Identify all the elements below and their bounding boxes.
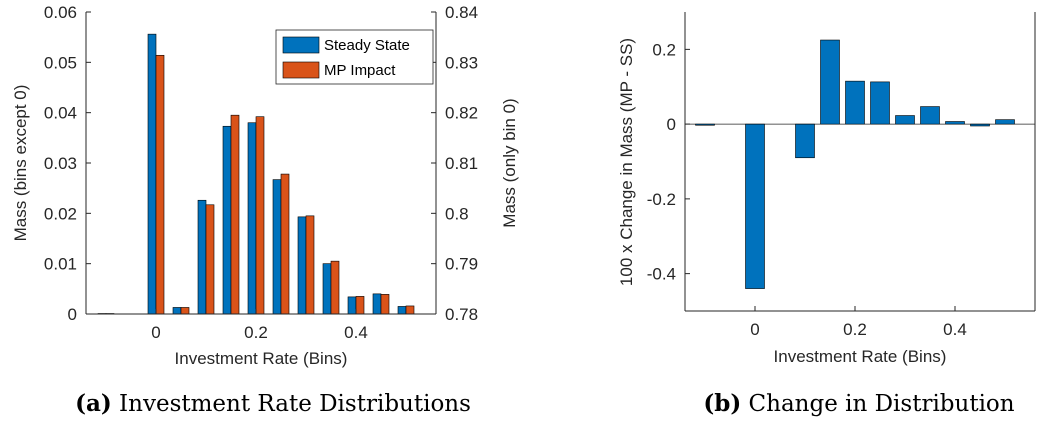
legend-swatch: [282, 61, 320, 79]
bar-change: [695, 123, 715, 126]
bar-mp-impact: [355, 296, 365, 315]
bar-steady-state: [272, 179, 282, 315]
caption-b-label: (b): [703, 390, 741, 417]
y-right-tick-label: 0.8: [445, 204, 469, 223]
y-axis-right-label: Mass (only bin 0): [500, 98, 519, 227]
bar-change: [820, 39, 840, 125]
bar-steady-state: [172, 307, 182, 315]
y-left-tick-label: 0.04: [44, 104, 77, 123]
bar-mp-impact: [280, 173, 290, 315]
x-tick-label: 0: [750, 320, 759, 339]
bar-change: [945, 121, 965, 125]
y-left-tick-label: 0.06: [44, 3, 77, 22]
bar-change: [795, 123, 815, 159]
bar-steady-state: [372, 293, 382, 315]
bar-mp-impact: [230, 114, 240, 315]
legend-label: MP Impact: [324, 62, 396, 79]
x-axis-label: Investment Rate (Bins): [175, 349, 348, 368]
bar-mp-impact: [255, 116, 265, 315]
legend-label: Steady State: [324, 37, 410, 54]
y-left-tick-label: 0: [68, 305, 77, 324]
chart-investment-rate-distributions: 0 0.2 0.4 0 0.01 0.02 0.03 0.04 0.05 0.06 0.78 0.79…: [11, 3, 519, 417]
bar-steady-state: [322, 263, 332, 315]
bar-change: [845, 80, 865, 125]
y-tick-label: 0.2: [652, 40, 676, 59]
bar-steady-state: [247, 122, 257, 315]
x-tick-label: 0.4: [344, 323, 368, 342]
bar-change: [895, 115, 915, 125]
legend: Steady State MP Impact: [275, 29, 434, 85]
caption-a: (a) Investment Rate Distributions: [75, 390, 471, 417]
bar-mp-impact: [405, 305, 415, 315]
bar-steady-state: [397, 306, 407, 315]
x-tick-label: 0.2: [244, 323, 268, 342]
bar-change: [995, 119, 1015, 125]
y-right-tick-label: 0.81: [445, 154, 478, 173]
y-axis-label: 100 x Change in Mass (MP - SS): [617, 38, 636, 286]
bar-steady-state: [347, 296, 357, 315]
bar-mp-impact: [205, 204, 215, 315]
bar-mp-impact: [305, 215, 315, 315]
bar-mp-impact: [180, 307, 190, 315]
bar-steady-state: [222, 125, 232, 315]
y-right-tick-label: 0.84: [445, 3, 478, 22]
x-tick-label: 0: [151, 323, 160, 342]
y-right-tick-label: 0.79: [445, 255, 478, 274]
legend-swatch: [282, 36, 320, 54]
x-axis-label: Investment Rate (Bins): [774, 347, 947, 366]
bar-change: [870, 81, 890, 125]
y-tick-label: -0.4: [647, 265, 676, 284]
y-right-tick-label: 0.83: [445, 53, 478, 72]
y-left-tick-label: 0.03: [44, 154, 77, 173]
bar-change: [745, 123, 765, 289]
caption-b-text: Change in Distribution: [741, 391, 1015, 417]
y-left-tick-label: 0.02: [44, 204, 77, 223]
bar-mp-impact: [380, 294, 390, 315]
y-left-tick-label: 0.01: [44, 255, 77, 274]
bar-steady-state: [147, 33, 157, 315]
y-tick-label: -0.2: [647, 190, 676, 209]
y-right-tick-label: 0.82: [445, 104, 478, 123]
y-left-tick-label: 0.05: [44, 53, 77, 72]
bar-steady-state: [297, 216, 307, 315]
y-tick-label: 0: [667, 115, 676, 134]
x-tick-label: 0.4: [943, 320, 967, 339]
chart-change-in-distribution: 0 0.2 0.4 -0.4 -0.2 0 0.2 Investment Rate (Bins…: [617, 12, 1036, 417]
y-axis-left-label: Mass (bins except 0): [11, 85, 30, 242]
bar-change: [920, 106, 940, 125]
y-right-tick-label: 0.78: [445, 305, 478, 324]
bar-mp-impact: [330, 260, 340, 315]
bar-steady-state: [197, 199, 207, 315]
caption-b: (b) Change in Distribution: [703, 390, 1014, 417]
bar-change: [970, 123, 990, 127]
x-tick-label: 0.2: [843, 320, 867, 339]
caption-a-label: (a): [75, 390, 112, 417]
bar-mp-impact: [155, 54, 165, 315]
caption-a-text: Investment Rate Distributions: [112, 391, 471, 417]
